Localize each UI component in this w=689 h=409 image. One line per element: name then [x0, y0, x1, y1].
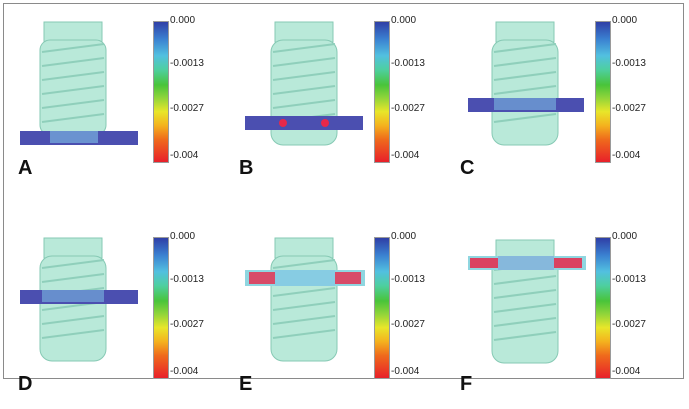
scale-label-2: -0.0027 — [391, 103, 425, 114]
implant-model-a — [20, 21, 138, 145]
scale-label-2: -0.0027 — [612, 103, 646, 114]
implant-model-f — [468, 239, 586, 364]
figure-frame: 0.000 -0.0013 -0.0027 -0.004 A 0.000 -0.… — [3, 3, 684, 395]
panel-b: 0.000 -0.0013 -0.0027 -0.004 B — [231, 10, 457, 193]
panel-label: D — [18, 373, 33, 395]
bone-plate — [245, 116, 363, 130]
scale-label-min: -0.004 — [170, 150, 199, 161]
scale-label-2: -0.0027 — [612, 319, 646, 330]
color-scale-bar — [153, 237, 169, 379]
scale-label-min: -0.004 — [391, 366, 420, 377]
panel-d: 0.000 -0.0013 -0.0027 -0.004 D — [10, 226, 236, 409]
implant-model-e — [245, 237, 365, 362]
panel-e: 0.000 -0.0013 -0.0027 -0.004 E — [231, 226, 457, 409]
scale-label-2: -0.0027 — [391, 319, 425, 330]
scale-label-max: 0.000 — [391, 15, 417, 26]
color-scale-bar — [153, 21, 169, 163]
scale-label-1: -0.0013 — [391, 58, 425, 69]
color-scale-bar — [595, 237, 611, 379]
implant-model-b — [245, 21, 363, 146]
scale-label-min: -0.004 — [391, 150, 420, 161]
color-scale-bar — [374, 237, 390, 379]
scale-label-min: -0.004 — [612, 150, 641, 161]
scale-label-1: -0.0013 — [170, 58, 204, 69]
panel-f: 0.000 -0.0013 -0.0027 -0.004 F — [452, 226, 678, 409]
scale-label-1: -0.0013 — [391, 274, 425, 285]
scale-label-2: -0.0027 — [170, 103, 204, 114]
panel-a: 0.000 -0.0013 -0.0027 -0.004 A — [10, 10, 236, 193]
implant-model-d — [20, 237, 138, 362]
scale-label-max: 0.000 — [170, 231, 196, 242]
color-scale-bar — [595, 21, 611, 163]
scale-label-2: -0.0027 — [170, 319, 204, 330]
scale-label-1: -0.0013 — [170, 274, 204, 285]
scale-label-min: -0.004 — [612, 366, 641, 377]
panel-label: B — [239, 157, 254, 179]
implant-model-c — [468, 21, 584, 146]
panel-label: F — [460, 373, 473, 395]
panel-c: 0.000 -0.0013 -0.0027 -0.004 C — [452, 10, 678, 193]
scale-label-min: -0.004 — [170, 366, 199, 377]
panel-label: C — [460, 157, 475, 179]
scale-label-max: 0.000 — [170, 15, 196, 26]
panel-label: A — [18, 157, 33, 179]
scale-label-1: -0.0013 — [612, 274, 646, 285]
color-scale-bar — [374, 21, 390, 163]
scale-label-max: 0.000 — [612, 231, 638, 242]
scale-label-max: 0.000 — [612, 15, 638, 26]
scale-label-1: -0.0013 — [612, 58, 646, 69]
scale-label-max: 0.000 — [391, 231, 417, 242]
panel-label: E — [239, 373, 253, 395]
